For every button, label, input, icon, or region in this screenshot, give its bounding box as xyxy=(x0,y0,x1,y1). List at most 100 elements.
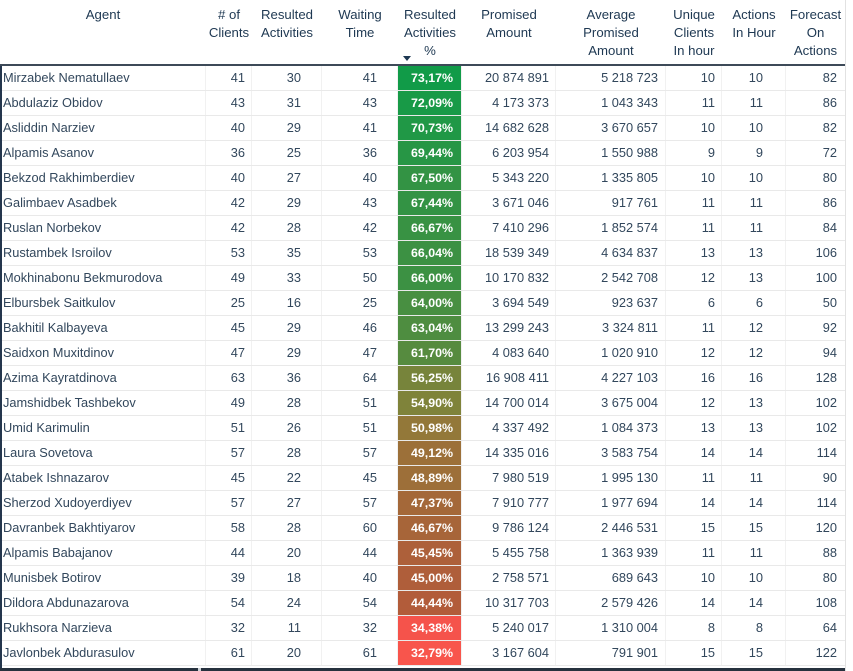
cell-promised: 3 167 604 xyxy=(462,641,556,665)
cell-waiting: 64 xyxy=(322,366,398,390)
cell-pct: 64,00% xyxy=(398,291,462,315)
column-header-forecast[interactable]: Forecast On Actions xyxy=(786,0,845,64)
cell-unique: 8 xyxy=(666,616,722,640)
table-row[interactable]: Jamshidbek Tashbekov 49 28 51 54,90% 14 700 0… xyxy=(0,391,845,416)
cell-actions: 16 xyxy=(722,366,786,390)
table-header-row: Agent # of Clients Resulted Activities Wait… xyxy=(0,0,845,66)
cell-resulted: 11 xyxy=(252,616,322,640)
sort-descending-icon[interactable] xyxy=(403,56,411,61)
cell-resulted: 26 xyxy=(252,416,322,440)
column-header-pct[interactable]: Resulted Activities % xyxy=(398,0,462,64)
cell-actions: 12 xyxy=(722,316,786,340)
table-row[interactable]: Alpamis Babajanov 44 20 44 45,45% 5 455 758 1 … xyxy=(0,541,845,566)
table-row[interactable]: Dildora Abdunazarova 54 24 54 44,44% 10 317 7… xyxy=(0,591,845,616)
cell-pct: 46,67% xyxy=(398,516,462,540)
table-row[interactable]: Alpamis Asanov 36 25 36 69,44% 6 203 954 1 550… xyxy=(0,141,845,166)
cell-clients: 49 xyxy=(206,391,252,415)
cell-unique: 10 xyxy=(666,66,722,90)
cell-agent: Munisbek Botirov xyxy=(0,566,206,590)
cell-resulted: 28 xyxy=(252,216,322,240)
table-row[interactable]: Asliddin Narziev 40 29 41 70,73% 14 682 628 3 … xyxy=(0,116,845,141)
cell-clients: 39 xyxy=(206,566,252,590)
cell-pct: 50,98% xyxy=(398,416,462,440)
cell-forecast: 88 xyxy=(822,545,837,560)
cell-promised: 10 170 832 xyxy=(462,266,556,290)
cell-avg: 917 761 xyxy=(556,191,666,215)
column-header-label: Actions In Hour xyxy=(732,7,776,40)
cell-pct: 54,90% xyxy=(398,391,462,415)
cell-forecast: 100 xyxy=(815,270,837,285)
column-header-promised[interactable]: Promised Amount xyxy=(462,0,556,64)
table-row[interactable]: Mirzabek Nematullaev 41 30 41 73,17% 20 874 8… xyxy=(0,66,845,91)
table-row[interactable]: Javlonbek Abdurasulov 61 20 61 32,79% 3 167 6… xyxy=(0,641,845,666)
column-header-waiting[interactable]: Waiting Time xyxy=(322,0,398,64)
cell-pct: 70,73% xyxy=(398,116,462,140)
cell-waiting: 41 xyxy=(322,66,398,90)
cell-agent: Sherzod Xudoyerdiyev xyxy=(0,491,206,515)
table-row[interactable]: Sherzod Xudoyerdiyev 57 27 57 47,37% 7 910 77… xyxy=(0,491,845,516)
column-header-clients[interactable]: # of Clients xyxy=(206,0,252,64)
cell-promised: 5 455 758 xyxy=(462,541,556,565)
cell-clients: 42 xyxy=(206,191,252,215)
cell-unique: 6 xyxy=(666,291,722,315)
cell-waiting: 43 xyxy=(322,191,398,215)
cell-avg: 1 363 939 xyxy=(556,541,666,565)
cell-forecast: 102 xyxy=(815,395,837,410)
table-row[interactable]: Bakhitil Kalbayeva 45 29 46 63,04% 13 299 243… xyxy=(0,316,845,341)
cell-pct: 63,04% xyxy=(398,316,462,340)
cell-unique: 16 xyxy=(666,366,722,390)
cell-resulted: 20 xyxy=(252,541,322,565)
cell-waiting: 36 xyxy=(322,141,398,165)
vertical-scrollbar-track[interactable] xyxy=(845,0,846,671)
table-row[interactable]: Rukhsora Narzieva 32 11 32 34,38% 5 240 017 1 … xyxy=(0,616,845,641)
cell-agent: Abdulaziz Obidov xyxy=(0,91,206,115)
cell-unique: 15 xyxy=(666,641,722,665)
cell-waiting: 60 xyxy=(322,516,398,540)
cell-agent: Mirzabek Nematullaev xyxy=(0,66,206,90)
horizontal-scrollbar[interactable] xyxy=(0,668,845,671)
table-row[interactable]: Atabek Ishnazarov 45 22 45 48,89% 7 980 519 1 … xyxy=(0,466,845,491)
table-row[interactable]: Munisbek Botirov 39 18 40 45,00% 2 758 571 689… xyxy=(0,566,845,591)
cell-pct: 72,09% xyxy=(398,91,462,115)
cell-waiting: 53 xyxy=(322,241,398,265)
cell-avg: 1 550 988 xyxy=(556,141,666,165)
cell-pct: 66,67% xyxy=(398,216,462,240)
cell-waiting: 54 xyxy=(322,591,398,615)
column-header-resulted[interactable]: Resulted Activities xyxy=(252,0,322,64)
cell-waiting: 51 xyxy=(322,416,398,440)
table-row[interactable]: Mokhinabonu Bekmurodova 49 33 50 66,00% 10 17… xyxy=(0,266,845,291)
cell-pct: 56,25% xyxy=(398,366,462,390)
table-row[interactable]: Ruslan Norbekov 42 28 42 66,67% 7 410 296 1 85… xyxy=(0,216,845,241)
table-row[interactable]: Elbursbek Saitkulov 25 16 25 64,00% 3 694 549… xyxy=(0,291,845,316)
column-header-agent[interactable]: Agent xyxy=(0,0,206,64)
cell-agent: Atabek Ishnazarov xyxy=(0,466,206,490)
column-header-actions[interactable]: Actions In Hour xyxy=(722,0,786,64)
cell-waiting: 46 xyxy=(322,316,398,340)
cell-avg: 1 977 694 xyxy=(556,491,666,515)
table-row[interactable]: Saidxon Muxitdinov 47 29 47 61,70% 4 083 640 1… xyxy=(0,341,845,366)
cell-forecast: 114 xyxy=(816,495,837,510)
column-header-unique[interactable]: Unique Clients In hour xyxy=(666,0,722,64)
table-row[interactable]: Galimbaev Asadbek 42 29 43 67,44% 3 671 046 91… xyxy=(0,191,845,216)
table-body: Mirzabek Nematullaev 41 30 41 73,17% 20 874 8… xyxy=(0,66,845,666)
cell-forecast: 84 xyxy=(822,220,837,235)
column-header-avg[interactable]: Average Promised Amount xyxy=(556,0,666,64)
table-row[interactable]: Bekzod Rakhimberdiev 40 27 40 67,50% 5 343 22… xyxy=(0,166,845,191)
table-row[interactable]: Azima Kayratdinova 63 36 64 56,25% 16 908 411… xyxy=(0,366,845,391)
cell-clients: 57 xyxy=(206,441,252,465)
table-row[interactable]: Abdulaziz Obidov 43 31 43 72,09% 4 173 373 1 0… xyxy=(0,91,845,116)
cell-promised: 3 671 046 xyxy=(462,191,556,215)
cell-agent: Ruslan Norbekov xyxy=(0,216,206,240)
cell-promised: 14 682 628 xyxy=(462,116,556,140)
table-row[interactable]: Rustambek Isroilov 53 35 53 66,04% 18 539 349… xyxy=(0,241,845,266)
cell-clients: 57 xyxy=(206,491,252,515)
cell-forecast: 106 xyxy=(815,245,837,260)
table-row[interactable]: Davranbek Bakhtiyarov 58 28 60 46,67% 9 786 1… xyxy=(0,516,845,541)
cell-waiting: 43 xyxy=(322,91,398,115)
table-row[interactable]: Umid Karimulin 51 26 51 50,98% 4 337 492 1 084… xyxy=(0,416,845,441)
cell-waiting: 42 xyxy=(322,216,398,240)
cell-unique: 14 xyxy=(666,491,722,515)
cell-resulted: 29 xyxy=(252,341,322,365)
table-row[interactable]: Laura Sovetova 57 28 57 49,12% 14 335 016 3 58… xyxy=(0,441,845,466)
cell-promised: 5 240 017 xyxy=(462,616,556,640)
